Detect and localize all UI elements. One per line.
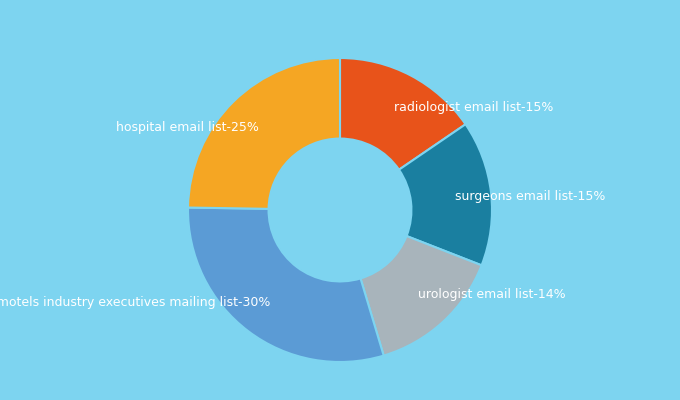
Text: urologist email list-14%: urologist email list-14% — [418, 288, 566, 302]
Wedge shape — [360, 236, 481, 356]
Text: hospital email list-25%: hospital email list-25% — [116, 121, 259, 134]
Text: radiologist email list-15%: radiologist email list-15% — [394, 101, 554, 114]
Text: surgeons email list-15%: surgeons email list-15% — [455, 190, 605, 204]
Wedge shape — [188, 208, 384, 362]
Wedge shape — [188, 58, 340, 209]
Wedge shape — [340, 58, 466, 170]
Wedge shape — [399, 124, 492, 265]
Text: hotels and motels industry executives mailing list-30%: hotels and motels industry executives ma… — [0, 296, 270, 309]
